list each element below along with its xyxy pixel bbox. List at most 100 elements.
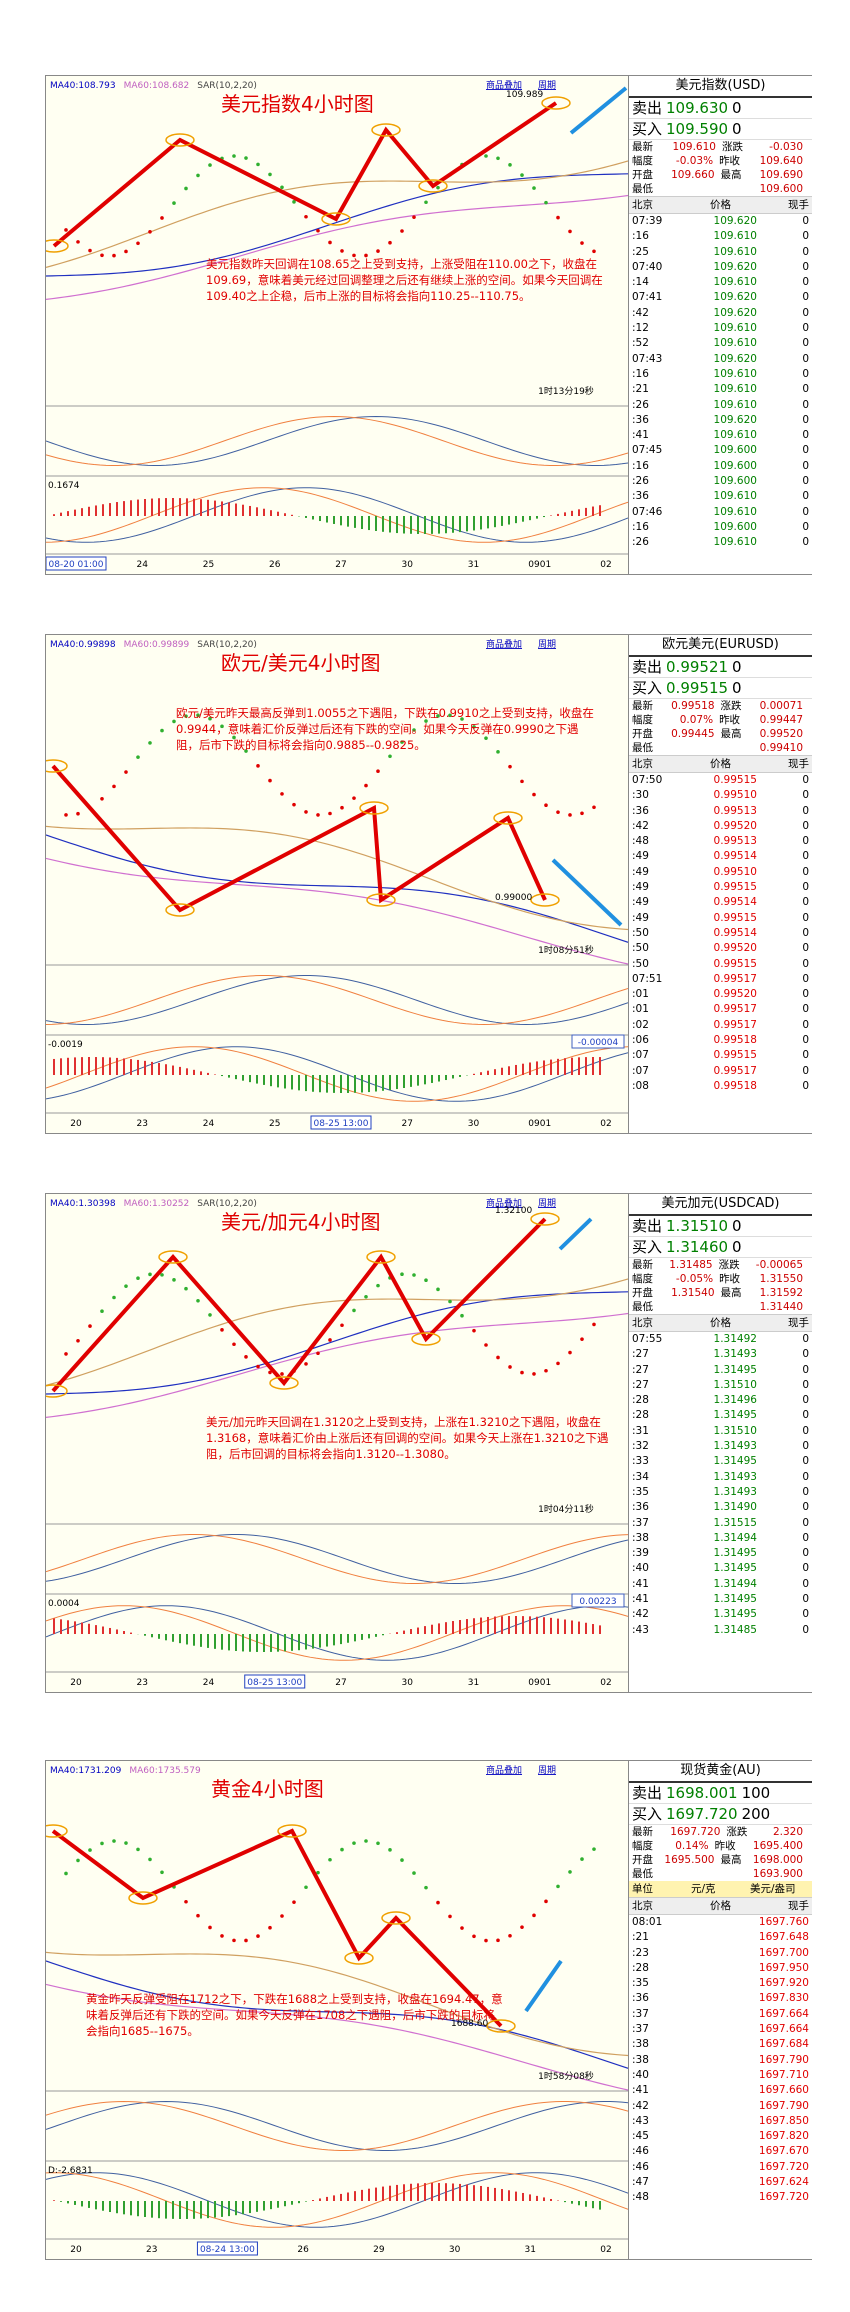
stat-label: 昨收 xyxy=(719,155,741,167)
sar-dot xyxy=(304,1885,308,1890)
sar-dot xyxy=(436,1900,440,1905)
tick-price: 1.31485 xyxy=(713,1623,757,1636)
tick-volume: 0 xyxy=(802,429,809,442)
sar-dot xyxy=(76,240,80,244)
tick-row: :27 1.31510 0 xyxy=(629,1378,812,1393)
tick-price: 1.31494 xyxy=(713,1531,757,1544)
sar-dot xyxy=(208,163,212,167)
volume: 0 xyxy=(732,1238,742,1256)
tick-row: :01 0.99520 0 xyxy=(629,987,812,1002)
label: 卖出 xyxy=(632,658,663,676)
tick-time: :42 xyxy=(632,306,649,319)
sar-dot xyxy=(328,811,332,816)
column-header: 价格 xyxy=(710,1900,731,1912)
tick-price: 1697.720 xyxy=(758,2191,809,2204)
tick-volume: 0 xyxy=(802,804,809,817)
forecast-arrow xyxy=(558,1217,593,1251)
price: 1697.720 xyxy=(666,1805,738,1823)
tick-time: 07:41 xyxy=(632,291,663,304)
chart-title: 欧元/美元4小时图 xyxy=(221,651,380,675)
sar-dot xyxy=(592,1847,596,1851)
tick-price: 109.610 xyxy=(713,490,757,503)
sar-dot xyxy=(196,1913,200,1918)
quote-name: 现货黄金(AU) xyxy=(629,1761,812,1783)
tick-time: :01 xyxy=(632,988,649,1001)
tick-time: :12 xyxy=(632,322,649,335)
sar-dot xyxy=(292,802,296,807)
turn-mark xyxy=(46,1824,68,1838)
tick-price: 0.99513 xyxy=(713,804,757,817)
date-box xyxy=(46,556,107,571)
tick-price: 0.99520 xyxy=(713,942,757,955)
tick-row: :50 0.99520 0 xyxy=(629,941,812,956)
tick-volume: 0 xyxy=(802,1378,809,1391)
tick-volume: 0 xyxy=(802,1623,809,1636)
tick-row: :16 109.600 0 xyxy=(629,520,812,535)
tick-price: 1.31490 xyxy=(713,1501,757,1514)
tick-price: 109.610 xyxy=(713,367,757,380)
tick-price: 0.99515 xyxy=(713,774,757,786)
sar-dot xyxy=(112,784,116,789)
sar-dot xyxy=(136,1276,140,1280)
sar-dot xyxy=(532,1372,536,1376)
tick-time: 07:39 xyxy=(632,215,663,227)
tick-price: 109.620 xyxy=(713,306,757,319)
sar-dot xyxy=(76,811,80,816)
stat-label: 最低 xyxy=(632,742,653,754)
sar-dot xyxy=(76,1858,80,1863)
chart-title: 美元指数4小时图 xyxy=(221,92,374,116)
sar-dot xyxy=(364,1294,368,1299)
x-tick-label: 24 xyxy=(137,560,149,570)
stat-value: -0.05% xyxy=(675,1273,714,1285)
sar-dot xyxy=(184,714,188,718)
quote-sell: 卖出 1698.001 100 xyxy=(629,1783,812,1804)
tick-volume: 0 xyxy=(802,835,809,848)
tick-row: :27 1.31493 0 xyxy=(629,1347,812,1362)
chart: MA40:108.793 MA60:108.682 SAR(10,2,20) 商品叠加… xyxy=(46,79,628,571)
tick-time: :28 xyxy=(632,1961,649,1974)
ma-line xyxy=(46,173,628,277)
tick-row: :28 1697.950 xyxy=(629,1961,812,1976)
tick-row: :36 1.31490 0 xyxy=(629,1500,812,1515)
ma-line xyxy=(46,834,628,943)
sar-dot xyxy=(184,1286,188,1291)
tick-time: :36 xyxy=(632,413,649,426)
sar-dot xyxy=(148,229,152,234)
stat-row: 最新 1697.720 涨跌 2.320 xyxy=(629,1825,812,1839)
tick-time: :37 xyxy=(632,1516,649,1529)
turn-mark xyxy=(381,1911,411,1925)
tick-price: 109.610 xyxy=(713,245,757,258)
sar-dot xyxy=(544,1368,548,1373)
tick-time: :28 xyxy=(632,1394,649,1407)
indicator-label: SAR(10,2,20) xyxy=(197,640,257,650)
date-box xyxy=(244,1674,306,1689)
x-tick-label: 31 xyxy=(468,560,479,570)
sar-dot xyxy=(508,1365,512,1369)
sar-dot xyxy=(124,770,128,774)
tick-row: :39 1.31495 0 xyxy=(629,1546,812,1561)
indicator-line xyxy=(46,2172,628,2228)
tick-time: :43 xyxy=(632,2114,649,2127)
tick-time: 08:01 xyxy=(632,1916,663,1928)
tick-time: :41 xyxy=(632,429,649,442)
tick-volume: 0 xyxy=(802,774,809,786)
tick-time: :31 xyxy=(632,1424,649,1437)
tick-time: :46 xyxy=(632,2160,649,2173)
stat-value: 109.640 xyxy=(759,155,804,167)
tick-time: :27 xyxy=(632,1363,649,1376)
tick-time: :49 xyxy=(632,896,649,909)
tick-price: 1697.684 xyxy=(758,2038,809,2051)
sar-dot xyxy=(400,229,404,233)
ma-line xyxy=(46,1312,628,1419)
tick-volume: 0 xyxy=(802,367,809,380)
stat-row: 开盘 1695.500 最高 1698.000 xyxy=(629,1853,812,1867)
tick-time: :16 xyxy=(632,230,649,243)
tick-price: 109.620 xyxy=(713,291,757,304)
tick-price: 1697.790 xyxy=(758,2099,809,2112)
tick-row: 07:43 109.620 0 xyxy=(629,352,812,367)
tick-row: :49 0.99515 0 xyxy=(629,911,812,926)
turn-mark xyxy=(277,1824,307,1838)
volume: 200 xyxy=(741,1805,771,1823)
tick-volume: 0 xyxy=(802,444,809,457)
sar-dot xyxy=(352,1308,356,1313)
